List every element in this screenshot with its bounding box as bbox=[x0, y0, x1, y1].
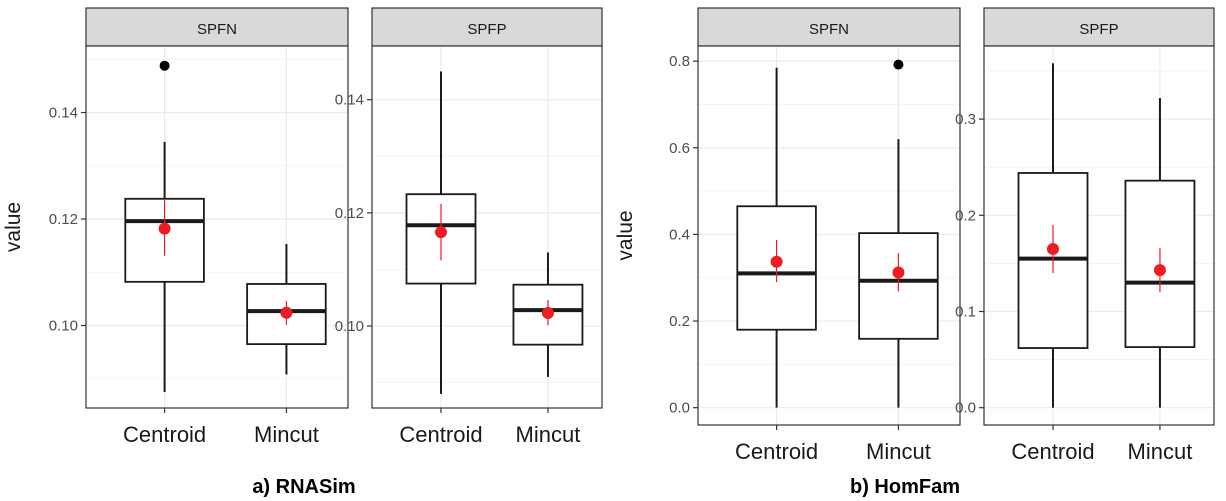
facet-strip bbox=[697, 7, 961, 47]
x-category-label: Centroid bbox=[735, 439, 818, 464]
panel-spfn-3: SPFN 0.0 0.2 0.4 0.6 0.8 Centroid Mincut value bbox=[614, 7, 961, 464]
y-tick-label: 0.14 bbox=[49, 105, 78, 122]
y-tick-label: 0.12 bbox=[49, 211, 78, 228]
y-axis-title: value bbox=[2, 202, 25, 252]
mean-point bbox=[158, 222, 171, 235]
mean-point bbox=[1047, 242, 1059, 255]
panel-border bbox=[697, 45, 961, 426]
box-mincut bbox=[1124, 97, 1196, 408]
y-tick-label: 0.8 bbox=[669, 53, 690, 70]
y-tick-label: 0.10 bbox=[335, 318, 364, 335]
mean-point bbox=[435, 226, 447, 239]
facet-label: SPFN bbox=[809, 21, 849, 38]
y-tick-label: 0.10 bbox=[49, 317, 78, 334]
caption-homfam: b) HomFam bbox=[850, 476, 960, 498]
panel-border bbox=[85, 45, 349, 409]
box-centroid bbox=[736, 67, 817, 408]
facet-label: SPFP bbox=[1079, 21, 1118, 38]
x-category-label: Mincut bbox=[866, 439, 931, 464]
facet-label: SPFN bbox=[197, 21, 237, 38]
x-category-label: Mincut bbox=[516, 422, 581, 447]
y-tick-label: 0.14 bbox=[335, 92, 364, 109]
x-category-label: Centroid bbox=[123, 422, 206, 447]
outlier-point bbox=[159, 60, 170, 71]
x-category-label: Mincut bbox=[254, 422, 319, 447]
y-axis-title: value bbox=[614, 210, 637, 260]
panel-border bbox=[371, 45, 603, 409]
box-centroid bbox=[124, 60, 205, 393]
box-centroid bbox=[1017, 63, 1089, 408]
mean-point bbox=[280, 306, 293, 319]
mean-point bbox=[892, 266, 905, 279]
caption-rnasim: a) RNASim bbox=[252, 476, 355, 498]
panel-spfn-1: SPFN 0.10 0.12 0.14 Centroid Mincut value bbox=[2, 7, 349, 447]
box-centroid bbox=[405, 71, 477, 394]
facet-strip bbox=[85, 7, 349, 47]
panel-spfp-4: SPFP 0.0 0.1 0.2 0.3 Centroid Mincut bbox=[955, 7, 1215, 464]
mean-point bbox=[541, 306, 554, 319]
mean-point bbox=[770, 255, 783, 268]
y-tick-label: 0.0 bbox=[669, 400, 690, 417]
facet-label: SPFP bbox=[467, 21, 506, 38]
y-tick-label: 0.1 bbox=[955, 303, 976, 320]
facet-strip bbox=[371, 7, 603, 47]
y-tick-label: 0.2 bbox=[669, 313, 690, 330]
mean-point bbox=[1153, 264, 1166, 277]
y-tick-label: 0.0 bbox=[955, 400, 976, 417]
x-category-label: Centroid bbox=[1011, 439, 1094, 464]
y-tick-label: 0.4 bbox=[669, 226, 690, 243]
outlier-point bbox=[893, 59, 904, 70]
panel-spfp-2: SPFP 0.10 0.12 0.14 Centroid Mincut bbox=[335, 7, 603, 447]
x-category-label: Mincut bbox=[1128, 439, 1193, 464]
y-tick-label: 0.12 bbox=[335, 205, 364, 222]
y-tick-label: 0.3 bbox=[955, 111, 976, 128]
y-tick-label: 0.6 bbox=[669, 140, 690, 157]
box-mincut bbox=[512, 252, 584, 377]
x-category-label: Centroid bbox=[399, 422, 482, 447]
y-tick-label: 0.2 bbox=[955, 207, 976, 224]
panel-border bbox=[983, 45, 1215, 426]
box-mincut bbox=[858, 59, 939, 408]
box-mincut bbox=[246, 244, 327, 375]
